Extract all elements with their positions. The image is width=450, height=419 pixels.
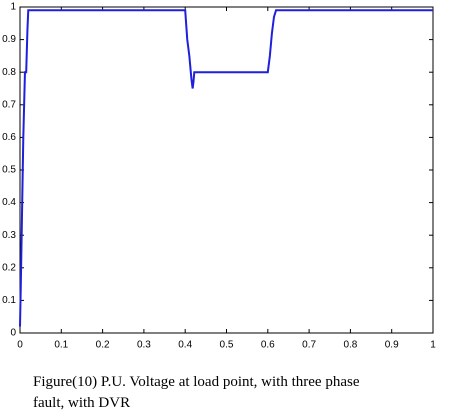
caption: Figure(10) P.U. Voltage at load point, w… <box>33 374 360 411</box>
y-tick-label: 0.2 <box>2 262 16 273</box>
x-tick-label: 0.4 <box>178 340 192 351</box>
x-tick-label: 0.5 <box>220 340 234 351</box>
plot-area <box>19 6 434 334</box>
y-tick-label: 0.9 <box>2 34 16 45</box>
y-tick-label: 1 <box>10 2 16 13</box>
y-tick-label: 0.8 <box>2 67 16 78</box>
y-tick-label: 0.3 <box>2 230 16 241</box>
line-series <box>19 9 433 327</box>
y-tick-label: 0.7 <box>2 99 16 110</box>
x-tick-label: 0.8 <box>343 340 357 351</box>
x-tick-label: 0.1 <box>54 340 68 351</box>
y-tick-label: 0 <box>10 328 16 339</box>
y-tick-label: 0.6 <box>2 132 16 143</box>
x-tick-label: 0.7 <box>302 340 316 351</box>
chart: 0 0.1 0.2 0.3 0.4 0.5 0.6 0.7 0.8 0.9 1 0 0.1 0.2 0.3 0… <box>2 2 436 351</box>
y-tick-label: 0.5 <box>2 165 16 176</box>
x-tick-label: 0.9 <box>385 340 399 351</box>
x-tick-label: 0.3 <box>137 340 151 351</box>
x-tick-label: 1 <box>430 340 436 351</box>
y-tick-label: 0.4 <box>2 197 16 208</box>
x-tick-label: 0.2 <box>96 340 110 351</box>
x-tick-label: 0 <box>17 340 23 351</box>
x-tick-label: 0.6 <box>261 340 275 351</box>
y-tick-label: 0.1 <box>2 295 16 306</box>
